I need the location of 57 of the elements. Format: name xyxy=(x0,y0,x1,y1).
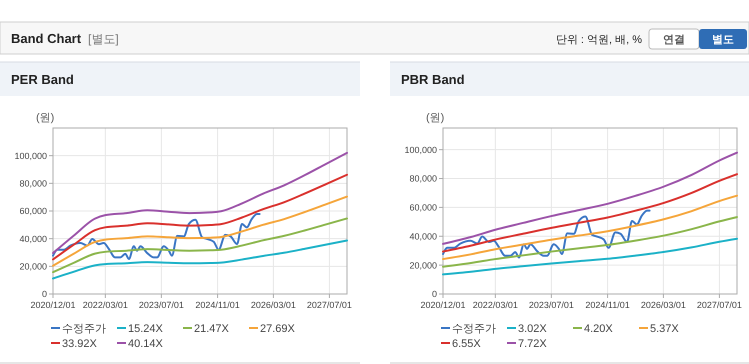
line-series xyxy=(52,174,348,260)
x-tick-label: 2023/07/01 xyxy=(138,300,184,310)
x-tick-label: 2020/12/01 xyxy=(420,300,466,310)
line-series xyxy=(442,173,738,253)
x-tick-label: 2022/03/01 xyxy=(82,300,128,310)
y-tick-label: 100,000 xyxy=(404,144,437,155)
x-tick-label: 2020/12/01 xyxy=(30,300,76,310)
legend-label: 6.55X xyxy=(452,338,482,350)
y-tick-label: 0 xyxy=(42,289,47,300)
legend-label: 수정주가 xyxy=(452,322,496,335)
x-tick-label: 2027/07/01 xyxy=(696,300,742,310)
text: 단위 : 억원, 배, % xyxy=(556,34,642,46)
line-series xyxy=(442,210,651,258)
line-series xyxy=(442,216,738,268)
legend-label: 5.37X xyxy=(650,322,680,335)
y-tick-label: 60,000 xyxy=(19,206,47,216)
legend-label: 27.69X xyxy=(260,322,296,335)
line-series xyxy=(442,152,738,245)
line-series xyxy=(52,152,348,254)
x-tick-label: 2022/03/01 xyxy=(472,300,518,310)
x-tick-label: 2027/07/01 xyxy=(306,300,352,310)
y-tick-label: 80,000 xyxy=(19,178,47,188)
y-tick-label: 40,000 xyxy=(409,231,437,242)
line-series xyxy=(52,196,348,267)
x-tick-label: 2024/11/01 xyxy=(585,300,630,310)
y-axis-title: (원) xyxy=(426,112,444,124)
line-series xyxy=(442,194,738,260)
x-tick-label: 2023/07/01 xyxy=(528,300,574,310)
legend-label: 수정주가 xyxy=(62,322,106,335)
legend-label: 4.20X xyxy=(584,322,614,335)
x-tick-label: 2026/03/01 xyxy=(640,300,686,310)
chart-title: PER Band xyxy=(11,72,74,87)
y-tick-label: 80,000 xyxy=(409,174,437,184)
line-series xyxy=(52,239,348,280)
legend-label: 7.72X xyxy=(518,338,548,350)
x-tick-label: 2026/03/01 xyxy=(250,300,296,310)
text: Band Chart xyxy=(11,31,82,46)
text: 연결 xyxy=(663,34,685,46)
legend-label: 3.02X xyxy=(518,322,548,335)
line-series xyxy=(442,238,738,276)
legend-label: 40.14X xyxy=(128,338,164,350)
legend-label: 33.92X xyxy=(62,338,98,350)
y-tick-label: 20,000 xyxy=(409,260,437,270)
line-series xyxy=(52,217,348,274)
legend-label: 21.47X xyxy=(194,322,230,335)
y-tick-label: 0 xyxy=(432,289,437,300)
y-tick-label: 60,000 xyxy=(409,202,437,213)
y-tick-label: 40,000 xyxy=(19,234,47,244)
text: [별도] xyxy=(88,32,119,46)
y-tick-label: 20,000 xyxy=(19,261,47,272)
line-series xyxy=(52,213,261,260)
text: 별도 xyxy=(712,34,734,46)
y-axis-title: (원) xyxy=(36,112,54,124)
x-tick-label: 2024/11/01 xyxy=(195,300,240,310)
y-tick-label: 100,000 xyxy=(14,150,47,161)
chart-title: PBR Band xyxy=(401,72,465,87)
legend-label: 15.24X xyxy=(128,322,164,335)
